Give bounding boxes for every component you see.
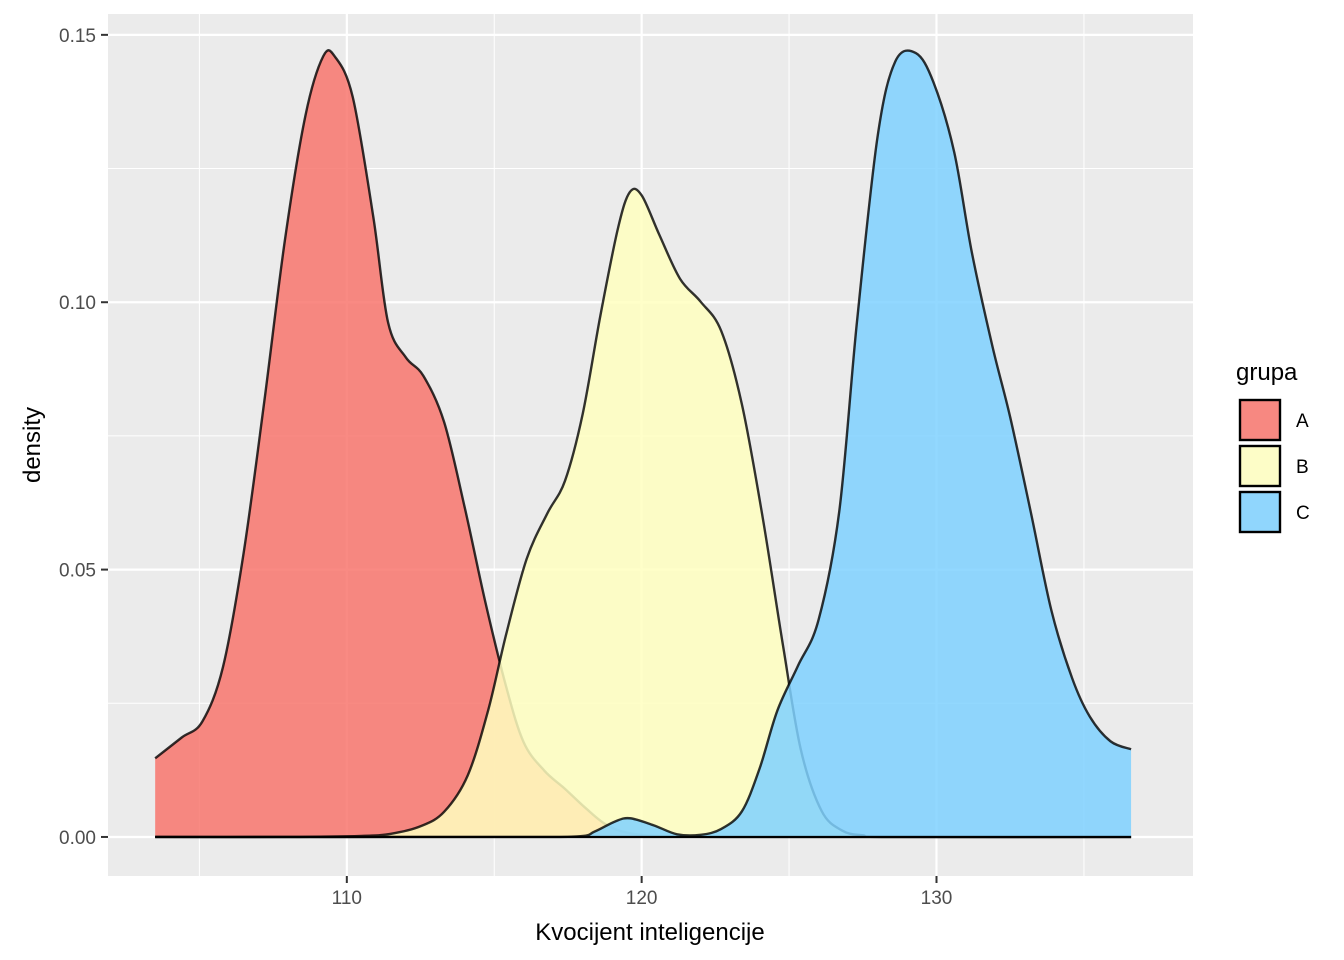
y-axis: 0.00 0.05 0.10 0.15 [59, 26, 108, 849]
legend-title: grupa [1236, 359, 1298, 386]
density-area-a [155, 50, 1132, 838]
density-series-layer [154, 49, 1132, 839]
y-axis-title: density [19, 407, 46, 483]
x-axis-title: Kvocijent inteligencije [535, 919, 764, 946]
y-tick-label: 0.05 [59, 561, 96, 582]
y-tick-label: 0.15 [59, 26, 96, 47]
legend-label-c: C [1296, 503, 1310, 524]
x-tick-label: 130 [921, 888, 953, 909]
legend-items: A B C [1238, 398, 1310, 534]
legend-item-c: C [1238, 490, 1310, 534]
legend-label-b: B [1296, 457, 1309, 478]
legend-item-a: A [1238, 398, 1309, 442]
density-area-c [155, 50, 1132, 838]
density-area-b [155, 188, 1132, 838]
y-tick-label: 0.10 [59, 293, 96, 314]
x-axis: 110 120 130 [332, 876, 953, 909]
legend-swatch-c [1238, 490, 1282, 534]
legend-swatch-a [1238, 398, 1282, 442]
x-tick-label: 110 [332, 888, 362, 909]
legend-label-a: A [1296, 411, 1309, 432]
density-curve-c [155, 49, 1132, 839]
legend: grupa A B C [1236, 359, 1310, 534]
y-tick-label: 0.00 [59, 828, 96, 849]
legend-item-b: B [1238, 444, 1309, 488]
legend-swatch-b [1238, 444, 1282, 488]
series-c [155, 49, 1132, 839]
x-tick-label: 120 [626, 888, 658, 909]
